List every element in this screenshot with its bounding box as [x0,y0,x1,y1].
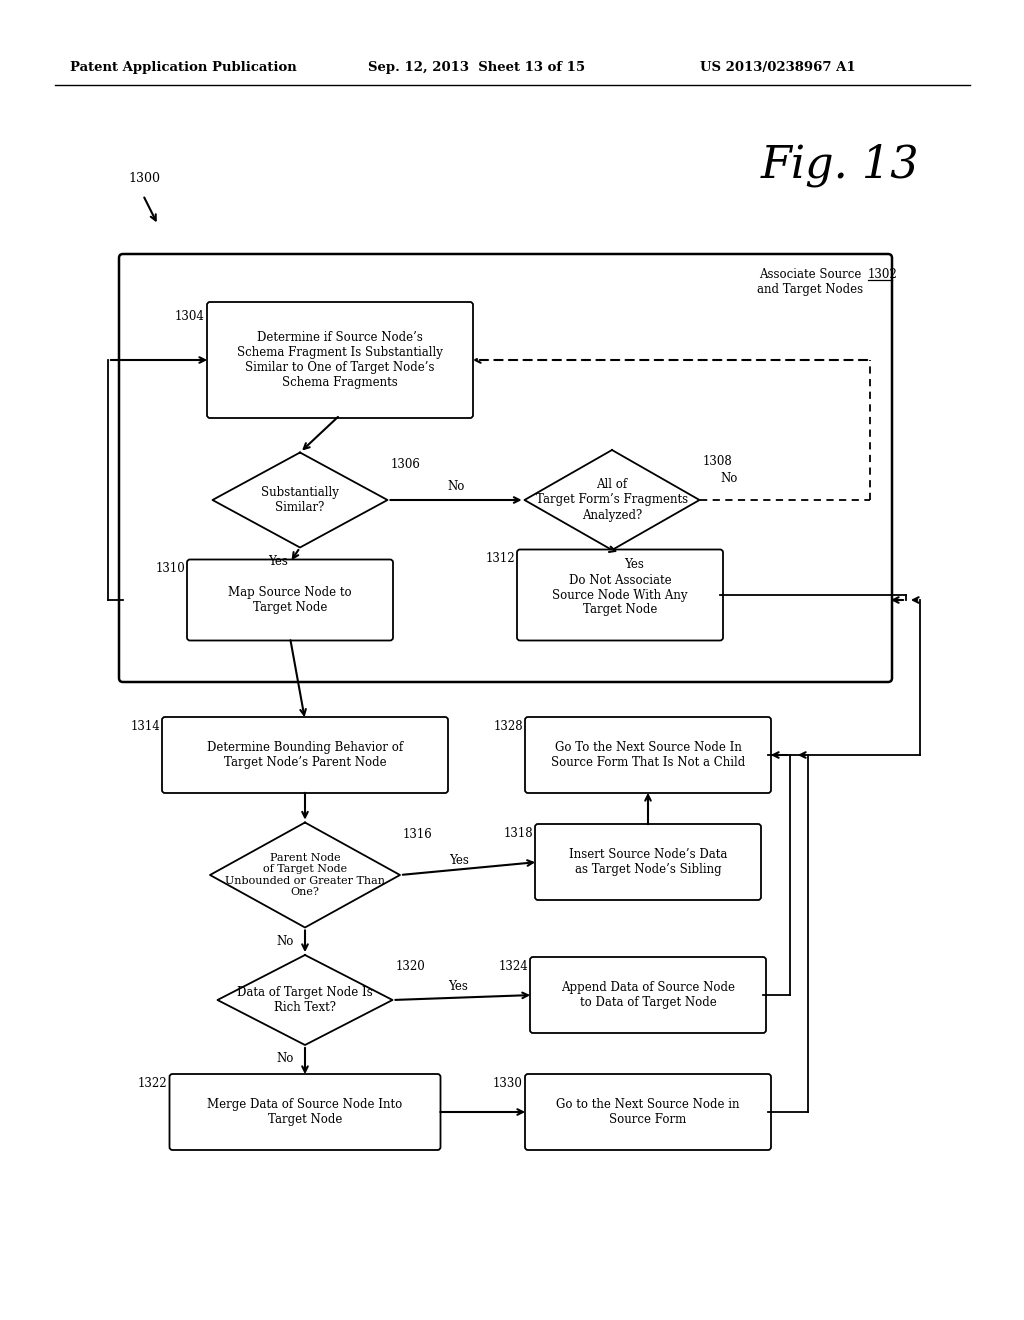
Text: 1312: 1312 [485,553,515,565]
Text: 1318: 1318 [504,828,534,840]
Text: Go To the Next Source Node In
Source Form That Is Not a Child: Go To the Next Source Node In Source For… [551,741,745,770]
FancyBboxPatch shape [517,549,723,640]
Text: Associate Source
and Target Nodes: Associate Source and Target Nodes [757,268,863,296]
Text: Parent Node
of Target Node
Unbounded or Greater Than
One?: Parent Node of Target Node Unbounded or … [225,853,385,898]
Text: 1322: 1322 [138,1077,168,1090]
FancyBboxPatch shape [119,253,892,682]
Text: 1314: 1314 [130,719,160,733]
Text: 1320: 1320 [395,960,425,973]
Text: 1310: 1310 [156,562,185,576]
Text: Yes: Yes [447,979,468,993]
FancyBboxPatch shape [187,560,393,640]
Text: 1316: 1316 [403,828,433,841]
FancyBboxPatch shape [207,302,473,418]
Text: Yes: Yes [624,557,644,570]
Polygon shape [213,453,387,548]
Text: 1306: 1306 [390,458,421,470]
Text: Append Data of Source Node
to Data of Target Node: Append Data of Source Node to Data of Ta… [561,981,735,1008]
Text: Fig. 13: Fig. 13 [761,144,920,186]
FancyBboxPatch shape [530,957,766,1034]
FancyBboxPatch shape [525,717,771,793]
Text: Go to the Next Source Node in
Source Form: Go to the Next Source Node in Source For… [556,1098,739,1126]
Text: No: No [447,479,465,492]
Text: Do Not Associate
Source Node With Any
Target Node: Do Not Associate Source Node With Any Ta… [552,573,688,616]
Text: 1324: 1324 [499,960,528,973]
Text: Determine if Source Node’s
Schema Fragment Is Substantially
Similar to One of Ta: Determine if Source Node’s Schema Fragme… [238,331,443,389]
Text: All of
Target Form’s Fragments
Analyzed?: All of Target Form’s Fragments Analyzed? [536,479,688,521]
Polygon shape [217,954,392,1045]
Text: 1302: 1302 [868,268,898,281]
FancyBboxPatch shape [170,1074,440,1150]
Polygon shape [210,822,400,928]
Text: 1328: 1328 [494,719,523,733]
Text: Patent Application Publication: Patent Application Publication [70,62,297,74]
Text: 1304: 1304 [175,310,205,323]
Text: Determine Bounding Behavior of
Target Node’s Parent Node: Determine Bounding Behavior of Target No… [207,741,403,770]
Text: No: No [721,471,738,484]
Text: Merge Data of Source Node Into
Target Node: Merge Data of Source Node Into Target No… [208,1098,402,1126]
Text: Sep. 12, 2013  Sheet 13 of 15: Sep. 12, 2013 Sheet 13 of 15 [368,62,585,74]
Text: 1330: 1330 [494,1077,523,1090]
Text: Insert Source Node’s Data
as Target Node’s Sibling: Insert Source Node’s Data as Target Node… [568,847,727,876]
FancyBboxPatch shape [162,717,449,793]
Text: Data of Target Node Is
Rich Text?: Data of Target Node Is Rich Text? [238,986,373,1014]
Polygon shape [524,450,699,550]
Text: Yes: Yes [450,854,469,867]
Text: 1300: 1300 [128,172,160,185]
Text: Substantially
Similar?: Substantially Similar? [261,486,339,513]
FancyBboxPatch shape [535,824,761,900]
Text: US 2013/0238967 A1: US 2013/0238967 A1 [700,62,856,74]
Text: No: No [276,1052,294,1065]
FancyBboxPatch shape [525,1074,771,1150]
Text: 1308: 1308 [702,455,732,469]
Text: Map Source Node to
Target Node: Map Source Node to Target Node [228,586,352,614]
Text: No: No [276,935,294,948]
Text: Yes: Yes [268,554,288,568]
